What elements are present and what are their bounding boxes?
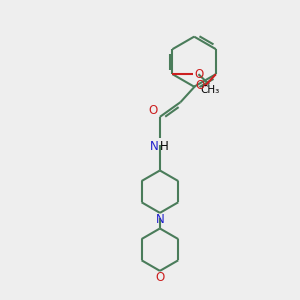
Text: N: N (155, 213, 164, 226)
Text: O: O (149, 104, 158, 118)
Text: N: N (150, 140, 159, 152)
Text: H: H (160, 140, 169, 152)
Text: O: O (194, 68, 203, 81)
Text: O: O (155, 271, 164, 284)
Text: CH₃: CH₃ (200, 85, 220, 95)
Text: O: O (195, 80, 204, 92)
